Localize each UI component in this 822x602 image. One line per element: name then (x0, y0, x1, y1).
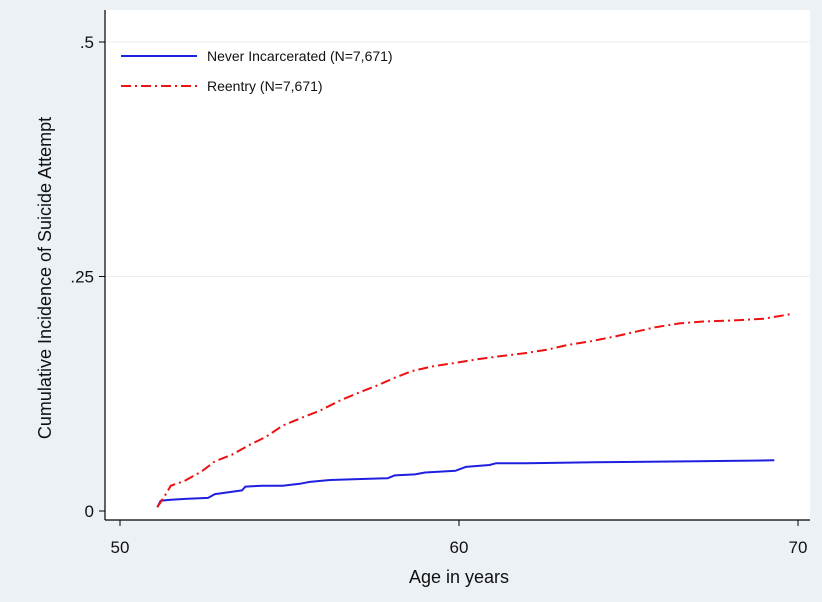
grid-lines (105, 41, 810, 277)
x-tick-label-0: 50 (111, 538, 130, 557)
x-axis-ticks: 50 60 70 (111, 520, 808, 557)
data-series (156, 313, 792, 508)
axes (104, 10, 810, 521)
y-tick-label-0: 0 (85, 502, 94, 521)
legend-label-reentry: Reentry (N=7,671) (207, 78, 323, 94)
series-line-reentry (156, 313, 792, 508)
x-tick-label-2: 70 (789, 538, 808, 557)
y-tick-label-2: .5 (80, 33, 94, 52)
series-line-never-incarcerated (156, 459, 775, 508)
x-tick-label-1: 60 (450, 538, 469, 557)
legend: Never Incarcerated (N=7,671) Reentry (N=… (121, 48, 393, 94)
plot-area (105, 10, 810, 520)
y-axis-label: Cumulative Incidence of Suicide Attempt (35, 117, 55, 439)
y-axis-ticks: 0 .25 .5 (70, 33, 105, 521)
legend-label-never-incarcerated: Never Incarcerated (N=7,671) (207, 48, 393, 64)
y-tick-label-1: .25 (70, 268, 94, 287)
x-axis-label: Age in years (409, 567, 509, 587)
